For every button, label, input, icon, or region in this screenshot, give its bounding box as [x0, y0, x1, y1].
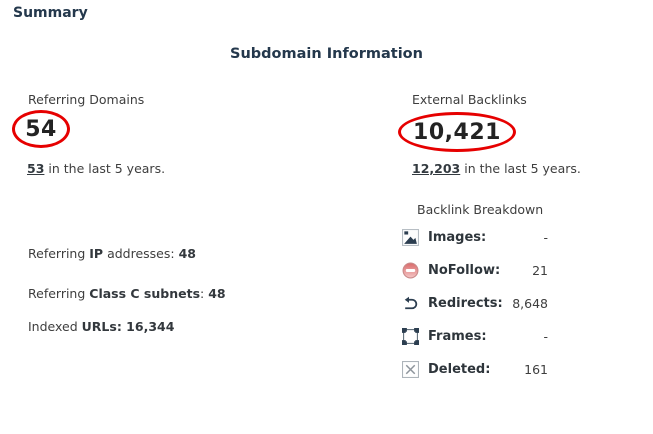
breakdown-value: 21 — [532, 262, 548, 278]
breakdown-row-images: Images: - — [402, 227, 548, 247]
external-backlinks-value: 10,421 — [413, 119, 501, 145]
red-circle-annotation: 54 — [12, 110, 70, 148]
referring-ip-stat: Referring IP addresses: 48 — [28, 246, 196, 261]
section-title: Subdomain Information — [230, 46, 423, 62]
stat-text: Referring — [28, 246, 90, 261]
breakdown-label: Redirects: — [428, 295, 503, 311]
deleted-icon — [402, 360, 419, 378]
red-circle-annotation: 10,421 — [398, 112, 516, 152]
stat-text: : — [200, 286, 209, 301]
stat-bold: URLs: 16,344 — [81, 319, 175, 334]
breakdown-label: Images: — [428, 229, 487, 245]
referring-subnets-stat: Referring Class C subnets: 48 — [28, 286, 226, 301]
frames-icon — [402, 327, 419, 345]
referring-domains-history: 53 in the last 5 years. — [27, 161, 165, 176]
external-backlinks-history-link[interactable]: 12,203 — [412, 161, 461, 176]
breakdown-row-redirects: Redirects: 8,648 — [402, 293, 548, 313]
referring-domains-label: Referring Domains — [28, 92, 145, 107]
redirects-icon — [402, 295, 419, 312]
referring-domains-history-text: in the last 5 years. — [44, 161, 166, 176]
breakdown-label: Deleted: — [428, 361, 491, 377]
backlink-breakdown-title: Backlink Breakdown — [417, 202, 544, 217]
stat-value: 48 — [178, 246, 196, 261]
nofollow-icon — [402, 262, 419, 279]
breakdown-row-nofollow: NoFollow: 21 — [402, 260, 548, 280]
breakdown-value: - — [543, 229, 548, 245]
breakdown-label: NoFollow: — [428, 262, 501, 278]
referring-domains-history-link[interactable]: 53 — [27, 161, 45, 176]
breakdown-label: Frames: — [428, 328, 487, 344]
breakdown-row-frames: Frames: - — [402, 326, 548, 346]
images-icon — [402, 228, 419, 246]
stat-text: Referring — [28, 286, 90, 301]
indexed-urls-stat: Indexed URLs: 16,344 — [28, 319, 174, 334]
breakdown-value: 161 — [524, 361, 548, 377]
stat-value: 48 — [208, 286, 226, 301]
external-backlinks-label: External Backlinks — [412, 92, 527, 107]
breakdown-value: 8,648 — [512, 295, 548, 311]
referring-domains-value: 54 — [25, 116, 57, 142]
external-backlinks-history: 12,203 in the last 5 years. — [412, 161, 581, 176]
backlink-breakdown-list: Images: - NoFollow: 21 — [402, 227, 548, 392]
stat-text: Indexed — [28, 319, 82, 334]
breakdown-row-deleted: Deleted: 161 — [402, 359, 548, 379]
breakdown-value: - — [543, 328, 548, 344]
stat-text: addresses: — [103, 246, 179, 261]
page-title: Summary — [13, 5, 88, 21]
stat-bold: IP — [89, 246, 104, 261]
stat-bold: Class C subnets — [89, 286, 201, 301]
external-backlinks-history-text: in the last 5 years. — [460, 161, 581, 176]
